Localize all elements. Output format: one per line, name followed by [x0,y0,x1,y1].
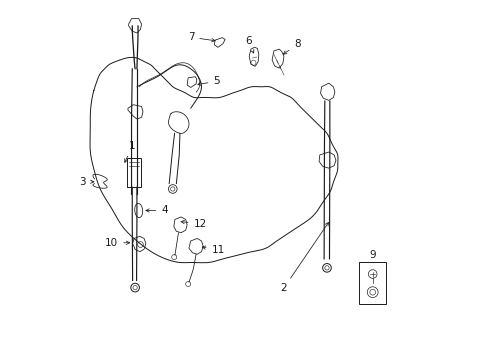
Text: 8: 8 [283,40,300,54]
Text: 10: 10 [105,238,129,248]
Text: 7: 7 [187,32,215,42]
Polygon shape [319,152,335,168]
Text: 11: 11 [202,245,224,255]
Text: 12: 12 [181,219,206,229]
Text: 4: 4 [145,206,167,216]
Polygon shape [128,19,142,33]
Polygon shape [271,49,284,68]
Bar [359,262,386,304]
Bar [127,158,140,187]
Text: 2: 2 [280,222,328,293]
Polygon shape [214,38,224,47]
Text: 5: 5 [198,76,220,86]
Text: 1: 1 [124,141,135,162]
Polygon shape [249,47,258,66]
Polygon shape [187,77,196,87]
Polygon shape [132,236,145,252]
Text: 3: 3 [80,177,94,187]
Text: 6: 6 [244,36,253,53]
Polygon shape [128,105,142,119]
Text: 9: 9 [368,249,375,260]
Polygon shape [320,83,334,100]
Polygon shape [174,217,187,233]
Polygon shape [188,238,203,254]
